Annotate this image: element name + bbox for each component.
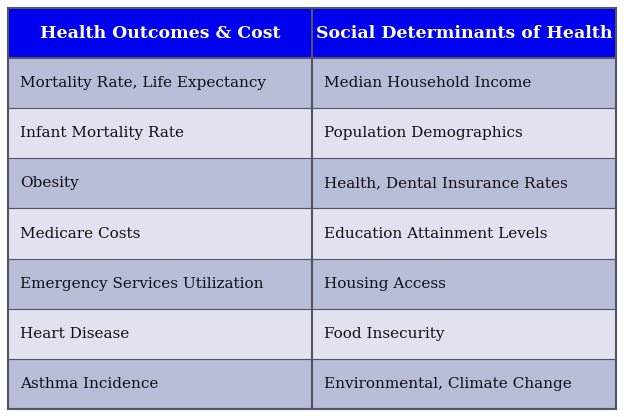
- Text: Emergency Services Utilization: Emergency Services Utilization: [20, 276, 263, 291]
- Bar: [312, 359, 616, 409]
- Bar: [312, 309, 616, 359]
- Text: Health Outcomes & Cost: Health Outcomes & Cost: [40, 25, 280, 42]
- Bar: [312, 259, 616, 309]
- Text: Median Household Income: Median Household Income: [324, 76, 532, 90]
- Bar: [312, 208, 616, 259]
- Text: Environmental, Climate Change: Environmental, Climate Change: [324, 377, 572, 391]
- Bar: [8, 108, 312, 158]
- Text: Education Attainment Levels: Education Attainment Levels: [324, 226, 547, 241]
- Bar: [312, 8, 616, 58]
- Text: Heart Disease: Heart Disease: [20, 327, 129, 341]
- Text: Mortality Rate, Life Expectancy: Mortality Rate, Life Expectancy: [20, 76, 266, 90]
- Bar: [312, 158, 616, 208]
- Text: Population Demographics: Population Demographics: [324, 126, 523, 140]
- Bar: [8, 309, 312, 359]
- Bar: [8, 8, 312, 58]
- Text: Housing Access: Housing Access: [324, 276, 446, 291]
- Bar: [8, 158, 312, 208]
- Text: Food Insecurity: Food Insecurity: [324, 327, 444, 341]
- Text: Health, Dental Insurance Rates: Health, Dental Insurance Rates: [324, 176, 568, 190]
- Text: Social Determinants of Health: Social Determinants of Health: [316, 25, 612, 42]
- Text: Infant Mortality Rate: Infant Mortality Rate: [20, 126, 184, 140]
- Text: Obesity: Obesity: [20, 176, 79, 190]
- Text: Medicare Costs: Medicare Costs: [20, 226, 140, 241]
- Bar: [312, 108, 616, 158]
- Bar: [8, 58, 312, 108]
- Bar: [8, 259, 312, 309]
- Text: Asthma Incidence: Asthma Incidence: [20, 377, 158, 391]
- Bar: [8, 359, 312, 409]
- Bar: [8, 208, 312, 259]
- Bar: [312, 58, 616, 108]
